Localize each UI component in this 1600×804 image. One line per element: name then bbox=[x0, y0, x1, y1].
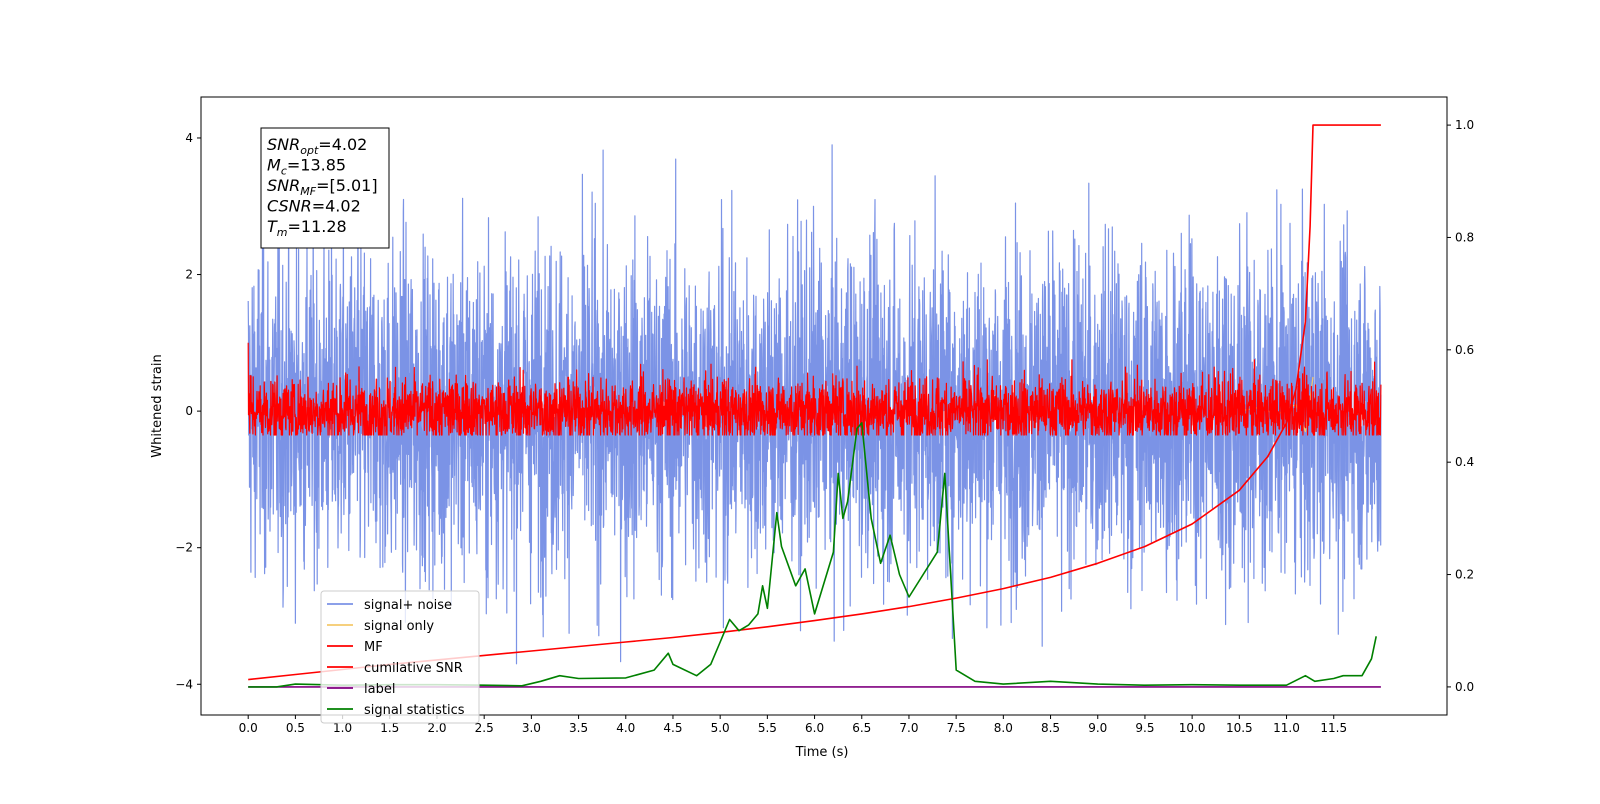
y2-tick-label: 0.4 bbox=[1455, 455, 1474, 469]
legend-label: signal+ noise bbox=[364, 598, 452, 613]
x-tick-label: 9.0 bbox=[1088, 721, 1107, 735]
x-tick-label: 2.0 bbox=[427, 721, 446, 735]
legend-frame bbox=[320, 590, 480, 724]
annotation-value: =4.02 bbox=[318, 135, 367, 154]
x-tick-label: 5.5 bbox=[758, 721, 777, 735]
annotation-subscript: opt bbox=[300, 144, 319, 157]
x-tick-label: 10.5 bbox=[1226, 721, 1253, 735]
y-tick-label: 2 bbox=[185, 268, 193, 282]
x-tick-label: 10.0 bbox=[1179, 721, 1206, 735]
x-tick-label: 8.5 bbox=[1041, 721, 1060, 735]
x-tick-label: 7.0 bbox=[899, 721, 918, 735]
annotation-symbol: M bbox=[267, 156, 281, 175]
annotation-subscript: MF bbox=[300, 185, 316, 198]
legend-label: cumilative SNR bbox=[364, 661, 463, 676]
x-axis-label: Time (s) bbox=[795, 745, 849, 760]
annotation-value: =13.85 bbox=[287, 156, 346, 175]
x-tick-label: 9.5 bbox=[1135, 721, 1154, 735]
y2-tick-label: 1.0 bbox=[1455, 118, 1474, 132]
x-tick-label: 3.5 bbox=[569, 721, 588, 735]
annotation-symbol: SNR bbox=[267, 176, 300, 195]
annotation-value: =[5.01] bbox=[316, 176, 378, 195]
x-tick-label: 6.5 bbox=[852, 721, 871, 735]
x-tick-label: 8.0 bbox=[994, 721, 1013, 735]
x-tick-label: 7.5 bbox=[947, 721, 966, 735]
y-tick-label: −4 bbox=[175, 677, 193, 691]
x-tick-label: 11.0 bbox=[1273, 721, 1300, 735]
x-tick-label: 4.5 bbox=[663, 721, 682, 735]
y-tick-label: 4 bbox=[185, 131, 193, 145]
y-axis-label: Whitened strain bbox=[150, 354, 165, 457]
series-signal-statistics bbox=[248, 422, 1377, 688]
x-tick-label: 0.5 bbox=[286, 721, 305, 735]
y-tick-label: −2 bbox=[175, 541, 193, 555]
x-tick-label: 5.0 bbox=[711, 721, 730, 735]
annotation-line: Mc=13.85 bbox=[267, 156, 346, 178]
annotation-line: SNRopt=4.02 bbox=[267, 135, 367, 157]
legend-label: label bbox=[364, 682, 395, 697]
annotation-symbol: T bbox=[267, 217, 278, 236]
x-tick-label: 1.0 bbox=[333, 721, 352, 735]
y2-tick-label: 0.0 bbox=[1455, 680, 1474, 694]
y-tick-label: 0 bbox=[185, 404, 193, 418]
y2-tick-label: 0.2 bbox=[1455, 568, 1474, 582]
x-tick-label: 11.5 bbox=[1320, 721, 1347, 735]
legend-label: signal statistics bbox=[364, 703, 465, 718]
annotation-frame bbox=[260, 127, 390, 249]
x-tick-label: 2.5 bbox=[475, 721, 494, 735]
series-mf bbox=[247, 342, 1382, 436]
legend-label: signal only bbox=[364, 619, 434, 634]
annotation-value: =4.02 bbox=[312, 197, 361, 216]
legend-label: MF bbox=[364, 640, 383, 655]
annotation-value: =11.28 bbox=[288, 217, 347, 236]
annotation-line: Tm=11.28 bbox=[267, 217, 347, 239]
annotation-symbol: CSNR bbox=[267, 197, 312, 216]
annotation-subscript: m bbox=[277, 226, 288, 239]
x-tick-label: 4.0 bbox=[616, 721, 635, 735]
legend: signal+ noise signal only MF cumilative SNR… bbox=[320, 590, 480, 724]
annotation-symbol: SNR bbox=[267, 135, 300, 154]
x-tick-label: 0.0 bbox=[239, 721, 258, 735]
y2-tick-label: 0.8 bbox=[1455, 230, 1474, 244]
x-tick-label: 3.0 bbox=[522, 721, 541, 735]
annotation-subscript: c bbox=[281, 165, 287, 178]
annotation-line: SNRMF=[5.01] bbox=[267, 176, 378, 198]
x-tick-label: 1.5 bbox=[380, 721, 399, 735]
annotation-line: CSNR=4.02 bbox=[267, 197, 361, 216]
x-tick-label: 6.0 bbox=[805, 721, 824, 735]
plot-frame bbox=[200, 96, 1448, 716]
annotation-box: SNRopt=4.02Mc=13.85SNRMF=[5.01]CSNR=4.02… bbox=[260, 127, 390, 249]
y2-tick-label: 0.6 bbox=[1455, 343, 1474, 357]
